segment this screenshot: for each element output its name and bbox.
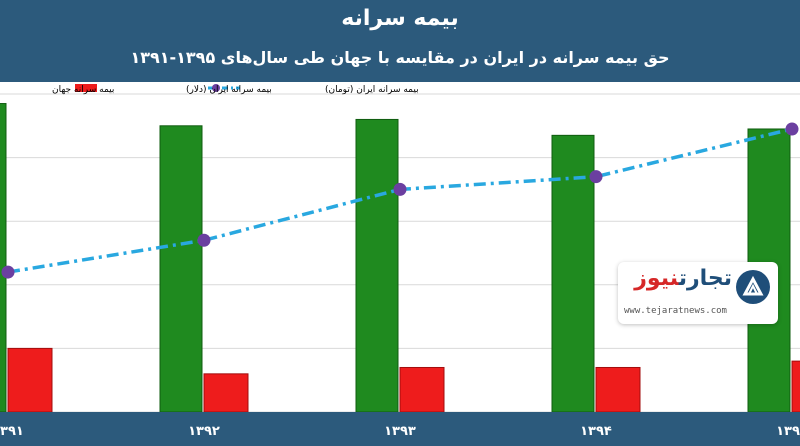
legend-toman-marker xyxy=(212,84,220,92)
logo-name-part2: نیوز xyxy=(634,266,679,291)
gridlines xyxy=(0,93,800,413)
iran-dollar-bar xyxy=(203,373,249,413)
iran-dollar-bar xyxy=(7,347,53,413)
x-axis: ۱۳۹۱ ۱۳۹۲ ۱۳۹۳ ۱۳۹۴ ۱۳۹۵ xyxy=(0,412,800,446)
iran-dollar-bar xyxy=(595,366,641,413)
chart-area: ۱۳۹۱ ۱۳۹۲ ۱۳۹۳ ۱۳۹۴ ۱۳۹۵ بیمه سرانه ایران (ت… xyxy=(0,84,800,446)
x-tick-label: ۱۳۹۲ xyxy=(188,424,220,439)
chart-header: بیمه سرانه حق بیمه سرانه در ایران در مقا… xyxy=(0,0,800,82)
logo-url: www.tejaratnews.com xyxy=(624,306,727,316)
legend-world-label: بیمه سرانه جهان xyxy=(52,85,114,95)
chart-title: بیمه سرانه xyxy=(341,6,459,31)
world-bar xyxy=(0,103,7,413)
toman-point xyxy=(785,122,799,136)
world-bar xyxy=(551,134,595,413)
logo-name: تجارتنیوز xyxy=(624,266,732,291)
x-tick-label: ۱۳۹۱ xyxy=(0,424,24,439)
chart-subtitle: حق بیمه سرانه در ایران در مقایسه با جهان… xyxy=(130,48,670,67)
x-tick-label: ۱۳۹۳ xyxy=(384,424,416,439)
legend-toman-label: بیمه سرانه ایران (تومان) xyxy=(325,85,419,95)
x-axis-band xyxy=(0,412,800,446)
toman-point xyxy=(589,170,603,184)
world-bar xyxy=(355,118,399,413)
x-tick-label: ۱۳۹۴ xyxy=(580,424,612,439)
bars xyxy=(0,103,800,413)
world-bar xyxy=(159,125,203,413)
toman-point xyxy=(393,182,407,196)
toman-point xyxy=(1,265,15,279)
legend-dollar-label: بیمه سرانه ایران (دلار) xyxy=(186,85,272,95)
legend-dollar-swatch xyxy=(75,84,97,92)
legend: بیمه سرانه ایران (تومان) بیمه سرانه ایران… xyxy=(52,84,419,95)
toman-series-line xyxy=(7,127,793,274)
logo-emblem-icon xyxy=(736,270,770,304)
x-tick-label: ۱۳۹۵ xyxy=(776,424,800,439)
iran-dollar-bar xyxy=(791,360,800,413)
toman-point xyxy=(197,233,211,247)
tejarat-news-logo: تجارتنیوز www.tejaratnews.com xyxy=(618,262,778,324)
logo-name-part1: تجارت xyxy=(678,266,732,291)
iran-dollar-bar xyxy=(399,366,445,413)
toman-line xyxy=(1,122,799,279)
